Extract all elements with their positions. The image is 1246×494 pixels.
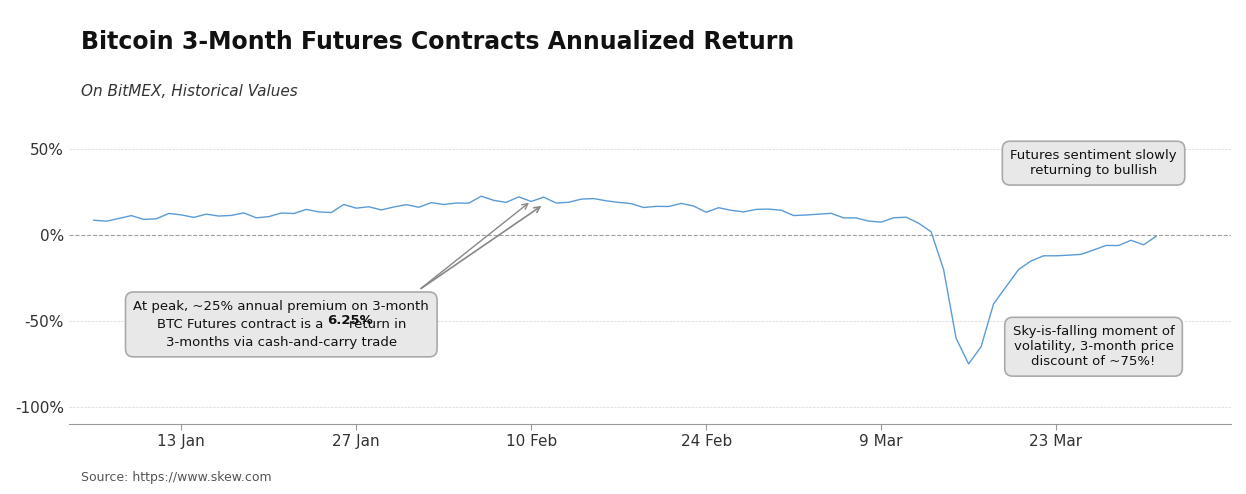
Text: Bitcoin 3-Month Futures Contracts Annualized Return: Bitcoin 3-Month Futures Contracts Annual…: [81, 30, 794, 54]
Text: At peak, ~25% annual premium on 3-month
BTC Futures contract is a      return in: At peak, ~25% annual premium on 3-month …: [133, 300, 429, 349]
Text: Futures sentiment slowly
returning to bullish: Futures sentiment slowly returning to bu…: [1011, 149, 1177, 177]
Text: 6.25%: 6.25%: [328, 314, 373, 327]
Text: On BitMEX, Historical Values: On BitMEX, Historical Values: [81, 84, 298, 99]
Text: Source: https://www.skew.com: Source: https://www.skew.com: [81, 471, 272, 484]
Text: Sky-is-falling moment of
volatility, 3-month price
discount of ~75%!: Sky-is-falling moment of volatility, 3-m…: [1013, 325, 1175, 368]
